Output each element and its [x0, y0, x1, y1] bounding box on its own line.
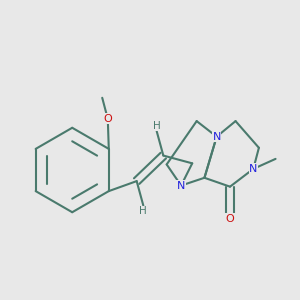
Text: H: H	[140, 206, 147, 216]
Text: O: O	[226, 214, 234, 224]
Text: H: H	[153, 121, 160, 130]
Text: O: O	[103, 114, 112, 124]
Text: N: N	[177, 181, 185, 190]
Text: N: N	[249, 164, 257, 174]
Text: N: N	[212, 132, 221, 142]
